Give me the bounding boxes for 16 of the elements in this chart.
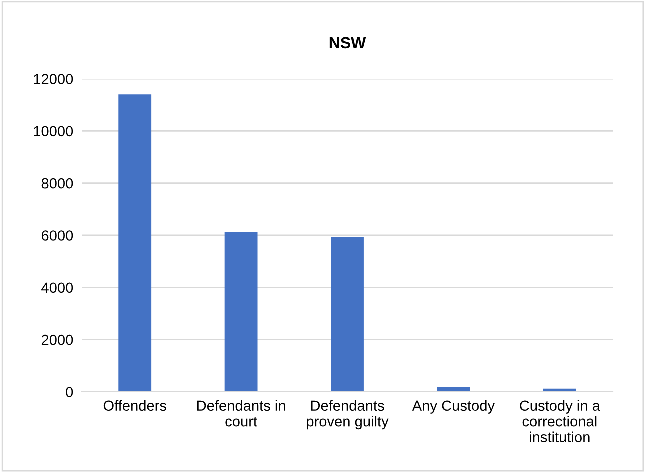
y-tick-label: 10000 — [34, 126, 74, 137]
bar — [224, 232, 258, 392]
x-tick-label: Defendants in court — [198, 400, 286, 427]
chart-title: NSW — [330, 37, 366, 49]
bar — [118, 94, 152, 392]
x-tick-label: Custody in a correctional institution — [520, 400, 600, 442]
y-tick-label: 2000 — [42, 334, 74, 346]
x-tick-label: Any Custody — [412, 400, 496, 414]
y-tick-label: 4000 — [42, 282, 74, 294]
y-tick-label: 12000 — [34, 74, 74, 84]
y-tick-label: 6000 — [42, 230, 74, 241]
bar — [331, 237, 364, 392]
x-tick-label: Defendants proven guilty — [307, 400, 389, 430]
x-tick-label: Offenders — [104, 400, 166, 412]
y-tick-label: 0 — [66, 387, 74, 398]
y-tick-label: 8000 — [42, 178, 74, 189]
